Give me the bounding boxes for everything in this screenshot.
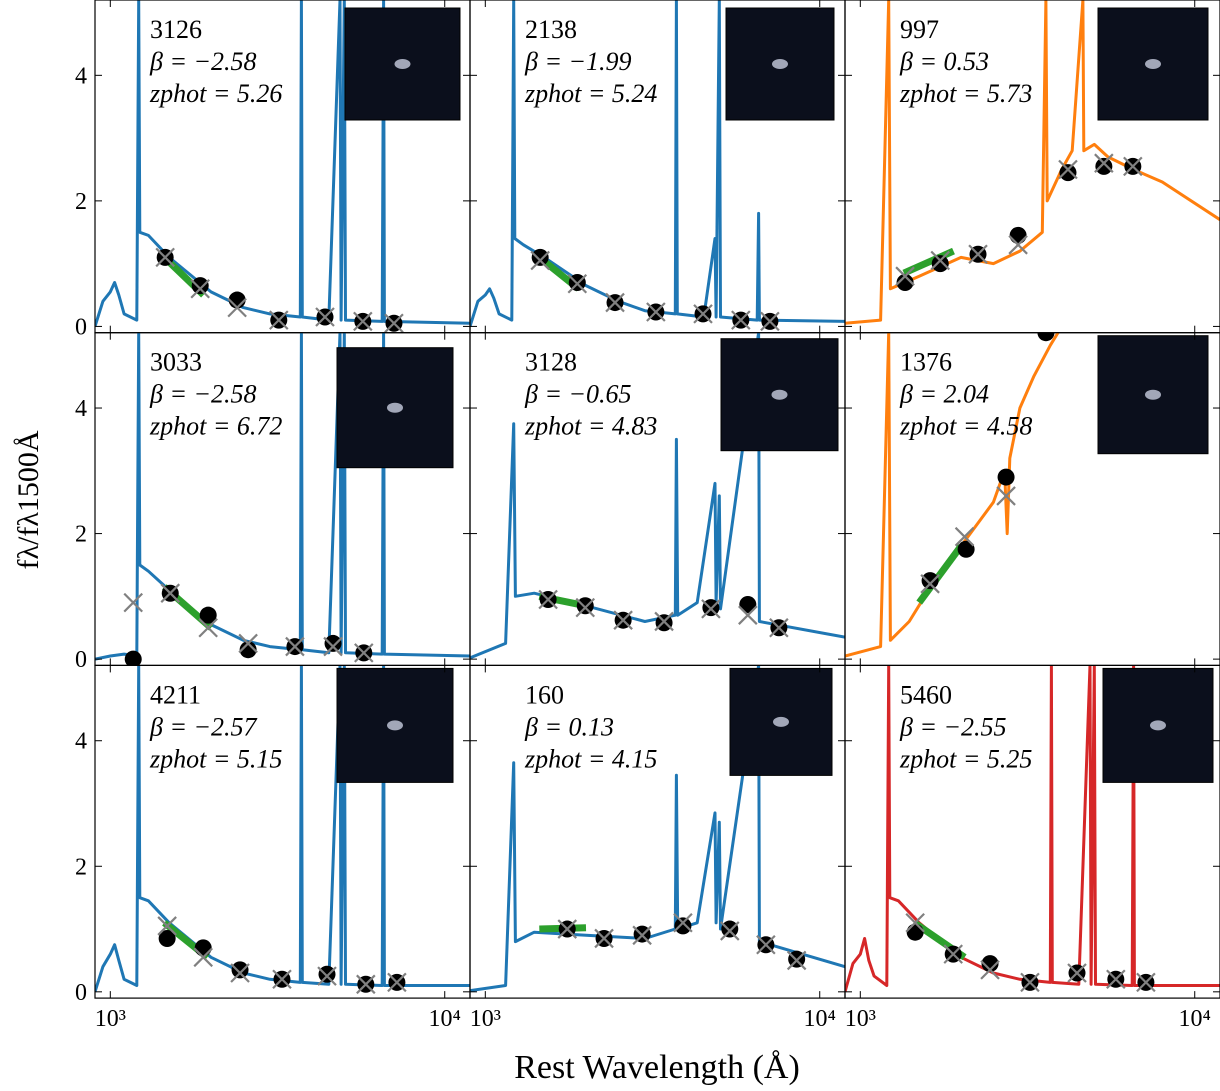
- z-label: zphot = 5.73: [899, 79, 1032, 108]
- x-tick-label: 10⁴: [804, 1006, 836, 1032]
- y-tick-label: 0: [75, 980, 87, 1006]
- inset-source: [387, 720, 403, 730]
- z-label: zphot = 5.15: [149, 744, 282, 773]
- beta-label: β = 0.53: [899, 47, 989, 76]
- observed-point: [1010, 227, 1027, 244]
- panel: 0 2 4 3126 β = −2.58 zphot = 5.26: [75, 0, 470, 340]
- y-tick-label: 2: [75, 854, 87, 880]
- z-label: zphot = 4.83: [524, 412, 657, 441]
- inset-source: [1150, 720, 1166, 730]
- beta-label: β = −2.58: [149, 380, 257, 409]
- y-tick-label: 0: [75, 647, 87, 673]
- beta-label: β = 0.13: [524, 712, 614, 741]
- inset-source: [772, 59, 788, 69]
- observed-point: [229, 292, 246, 309]
- z-label: zphot = 4.58: [899, 412, 1032, 441]
- x-tick-label: 10³: [470, 1006, 501, 1032]
- observed-point: [922, 572, 939, 589]
- inset-source: [773, 717, 789, 727]
- x-tick-label: 10⁴: [1179, 1006, 1211, 1032]
- panel: 0 2 4 10³ 10⁴ 4211 β = −2.57 zphot = 5.15: [75, 665, 470, 1032]
- object-id: 1376: [900, 348, 952, 377]
- beta-label: β = −2.57: [149, 712, 258, 741]
- object-id: 4211: [150, 680, 201, 709]
- inset-source: [387, 403, 403, 413]
- panel: 10³ 10⁴ 5460 β = −2.55 zphot = 5.25: [845, 665, 1220, 1032]
- object-id: 3126: [150, 15, 202, 44]
- object-id: 997: [900, 15, 939, 44]
- panel: 3128 β = −0.65 zphot = 4.83: [470, 333, 845, 666]
- x-axis-label: Rest Wavelength (Å): [514, 1049, 800, 1086]
- y-tick-label: 4: [75, 396, 87, 422]
- observed-point: [325, 635, 342, 652]
- panel: 1376 β = 2.04 zphot = 4.58: [845, 324, 1220, 665]
- z-label: zphot = 4.15: [524, 744, 657, 773]
- inset-source: [772, 390, 788, 400]
- inset-source: [1145, 59, 1161, 69]
- beta-label: β = −1.99: [524, 47, 632, 76]
- y-tick-label: 4: [75, 729, 87, 755]
- y-axis-label: fλ/fλ1500Å: [12, 430, 45, 569]
- panel: 997 β = 0.53 zphot = 5.73: [845, 0, 1220, 333]
- panel: 2138 β = −1.99 zphot = 5.24: [470, 0, 845, 333]
- observed-point: [907, 924, 924, 941]
- observed-point: [674, 917, 691, 934]
- z-label: zphot = 5.25: [899, 744, 1032, 773]
- observed-point: [721, 921, 738, 938]
- object-id: 2138: [525, 15, 577, 44]
- model-point: [124, 594, 142, 612]
- x-tick-label: 10³: [95, 1006, 126, 1032]
- observed-point: [577, 597, 594, 614]
- beta-label: β = 2.04: [899, 380, 989, 409]
- observed-point: [319, 966, 336, 983]
- y-tick-label: 0: [75, 314, 87, 340]
- figure: Rest Wavelength (Å) fλ/fλ1500Å 0 2 4 3126 β …: [0, 0, 1220, 1091]
- panel: 10³ 10⁴ 160 β = 0.13 zphot = 4.15: [470, 665, 845, 1032]
- y-tick-label: 4: [75, 63, 87, 89]
- observed-point: [232, 961, 249, 978]
- observed-point: [932, 255, 949, 272]
- observed-point: [1059, 164, 1076, 181]
- z-label: zphot = 5.24: [524, 79, 657, 108]
- inset-source: [1145, 390, 1161, 400]
- x-tick-label: 10⁴: [429, 1006, 461, 1032]
- object-id: 160: [525, 680, 564, 709]
- inset-source: [395, 59, 411, 69]
- observed-point: [195, 939, 212, 956]
- y-tick-label: 2: [75, 522, 87, 548]
- beta-label: β = −2.58: [149, 47, 257, 76]
- observed-point: [998, 469, 1015, 486]
- z-label: zphot = 5.26: [149, 79, 282, 108]
- panel: 0 2 4 3033 β = −2.58 zphot = 6.72: [75, 333, 470, 673]
- beta-label: β = −2.55: [899, 712, 1007, 741]
- observed-point: [1095, 158, 1112, 175]
- observed-point: [532, 249, 549, 266]
- object-id: 3033: [150, 348, 202, 377]
- page: Rest Wavelength (Å) fλ/fλ1500Å 0 2 4 3126 β …: [0, 0, 1220, 1091]
- x-tick-label: 10³: [845, 1006, 876, 1032]
- observed-point: [192, 277, 209, 294]
- object-id: 3128: [525, 348, 577, 377]
- z-label: zphot = 6.72: [149, 412, 282, 441]
- beta-label: β = −0.65: [524, 380, 632, 409]
- y-tick-label: 2: [75, 189, 87, 215]
- object-id: 5460: [900, 680, 952, 709]
